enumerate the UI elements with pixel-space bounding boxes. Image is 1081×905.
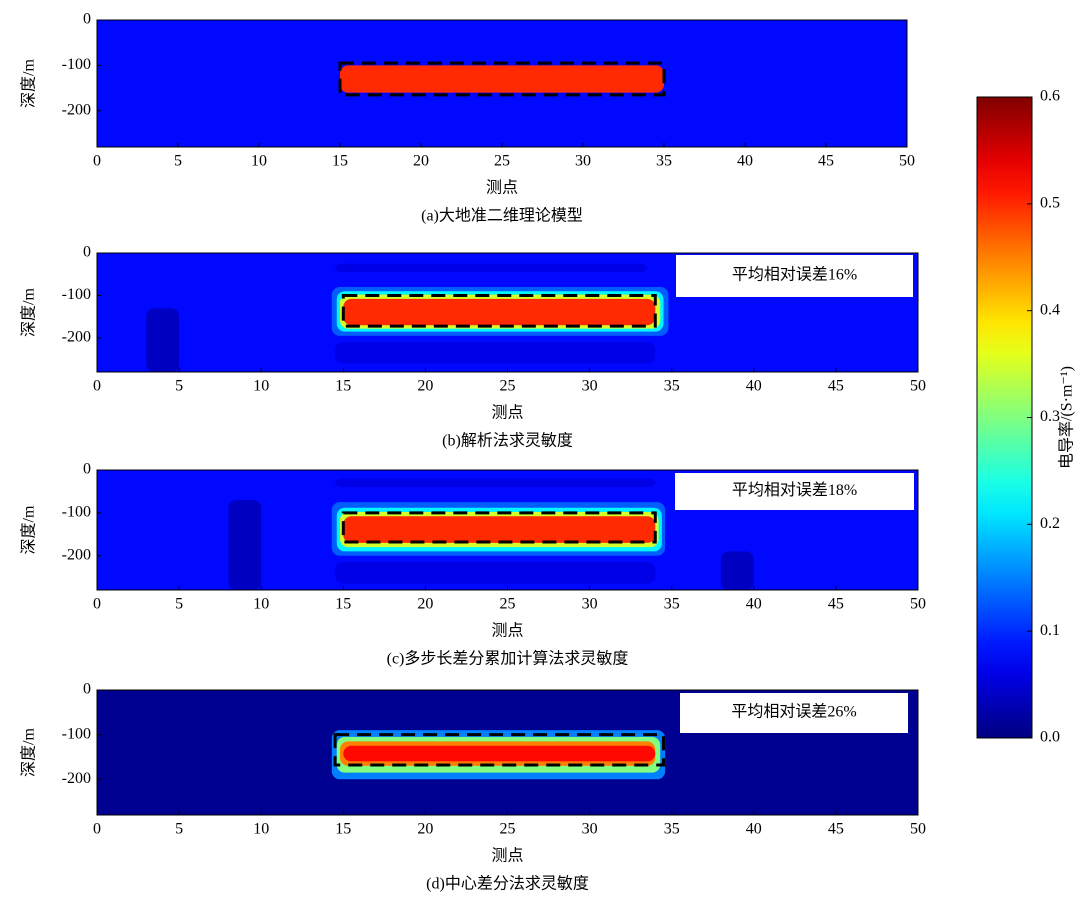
y-tick-label: 0 — [83, 461, 91, 478]
y-tick-label: 0 — [83, 681, 91, 698]
heatmap-cell — [228, 500, 262, 590]
heatmap-cell — [720, 551, 754, 590]
x-tick-label: 35 — [664, 596, 680, 613]
y-tick-label: -200 — [62, 101, 91, 118]
x-tick-label: 35 — [664, 378, 680, 395]
x-tick-label: 0 — [93, 821, 101, 838]
x-axis-label: 测点 — [491, 622, 523, 640]
y-tick-label: -100 — [62, 56, 91, 73]
colorbar-tick-label: 0.6 — [1040, 88, 1060, 105]
y-tick-label: 0 — [83, 244, 91, 261]
y-tick-label: -100 — [62, 504, 91, 521]
y-axis-label: 深度/m — [20, 728, 38, 777]
annotation-box — [676, 255, 913, 297]
heatmap-cell — [146, 308, 180, 372]
x-tick-label: 10 — [253, 378, 269, 395]
x-axis-label: 测点 — [486, 179, 518, 197]
x-tick-label: 30 — [575, 153, 591, 170]
colorbar-tick-label: 0.2 — [1040, 515, 1060, 532]
x-tick-label: 45 — [828, 378, 844, 395]
x-tick-label: 40 — [746, 821, 762, 838]
model-outline — [338, 61, 666, 97]
x-tick-label: 45 — [818, 153, 834, 170]
x-tick-label: 50 — [910, 596, 926, 613]
y-axis-label: 深度/m — [20, 505, 38, 554]
model-outline — [333, 733, 665, 767]
x-tick-label: 45 — [828, 596, 844, 613]
x-axis-label: 测点 — [491, 404, 523, 422]
x-tick-label: 35 — [656, 153, 672, 170]
y-tick-label: -100 — [62, 725, 91, 742]
colorbar — [976, 96, 1033, 739]
colorbar-tick-label: 0.5 — [1040, 195, 1060, 212]
annotation-box — [675, 473, 914, 510]
x-axis-label: 测点 — [491, 847, 523, 865]
annotation: 平均相对误差16% — [732, 266, 857, 284]
colorbar-tick-label: 0.1 — [1040, 622, 1060, 639]
y-axis-label: 深度/m — [20, 59, 38, 108]
x-tick-label: 50 — [910, 378, 926, 395]
heatmap-cell — [343, 745, 656, 762]
heatmap-cell — [335, 263, 648, 273]
x-tick-label: 15 — [335, 596, 351, 613]
x-tick-label: 20 — [413, 153, 429, 170]
y-tick-label: -100 — [62, 286, 91, 303]
x-tick-label: 20 — [417, 378, 433, 395]
x-tick-label: 0 — [93, 378, 101, 395]
heatmap-cell — [340, 65, 664, 93]
annotation-box — [680, 693, 908, 733]
x-tick-label: 10 — [253, 596, 269, 613]
x-tick-label: 50 — [899, 153, 915, 170]
x-tick-label: 45 — [828, 821, 844, 838]
x-tick-label: 5 — [175, 378, 183, 395]
x-tick-label: 0 — [93, 153, 101, 170]
x-tick-label: 10 — [251, 153, 267, 170]
heatmap-cell — [335, 562, 656, 584]
x-tick-label: 15 — [332, 153, 348, 170]
colorbar-label: 电导率/(S·m⁻¹) — [1058, 366, 1076, 469]
heatmap-cell — [343, 516, 656, 543]
annotation: 平均相对误差26% — [731, 703, 856, 721]
x-tick-label: 35 — [664, 821, 680, 838]
panel-title: (c)多步长差分累加计算法求灵敏度 — [387, 649, 629, 668]
x-tick-label: 40 — [737, 153, 753, 170]
x-tick-label: 20 — [417, 821, 433, 838]
annotation: 平均相对误差18% — [732, 481, 857, 499]
model-outline — [341, 294, 657, 328]
x-tick-label: 40 — [746, 378, 762, 395]
x-tick-label: 25 — [500, 378, 516, 395]
x-tick-label: 25 — [500, 821, 516, 838]
x-tick-label: 50 — [910, 821, 926, 838]
x-tick-label: 5 — [174, 153, 182, 170]
x-tick-label: 25 — [500, 596, 516, 613]
x-tick-label: 0 — [93, 596, 101, 613]
x-tick-label: 25 — [494, 153, 510, 170]
y-tick-label: 0 — [83, 11, 91, 28]
colorbar-tick-label: 0.4 — [1040, 301, 1060, 318]
x-tick-label: 5 — [175, 596, 183, 613]
colorbar-tick-label: 0.3 — [1040, 408, 1060, 425]
y-tick-label: -200 — [62, 546, 91, 563]
y-tick-label: -200 — [62, 329, 91, 346]
x-tick-label: 15 — [335, 821, 351, 838]
x-tick-label: 40 — [746, 596, 762, 613]
x-tick-label: 30 — [582, 821, 598, 838]
colorbar-tick-label: 0.0 — [1040, 729, 1060, 746]
x-tick-label: 10 — [253, 821, 269, 838]
heatmap-cell — [343, 298, 656, 326]
y-axis-label: 深度/m — [20, 288, 38, 337]
x-tick-label: 5 — [175, 821, 183, 838]
x-tick-label: 30 — [582, 596, 598, 613]
y-tick-label: -200 — [62, 770, 91, 787]
x-tick-label: 30 — [582, 378, 598, 395]
x-tick-label: 15 — [335, 378, 351, 395]
panel-title: (a)大地准二维理论模型 — [421, 207, 583, 225]
x-tick-label: 20 — [417, 596, 433, 613]
panel-title: (d)中心差分法求灵敏度 — [426, 875, 589, 893]
heatmap-cell — [335, 478, 656, 488]
model-outline — [341, 511, 657, 544]
panel-title: (b)解析法求灵敏度 — [442, 432, 573, 450]
heatmap-cell — [335, 342, 656, 364]
